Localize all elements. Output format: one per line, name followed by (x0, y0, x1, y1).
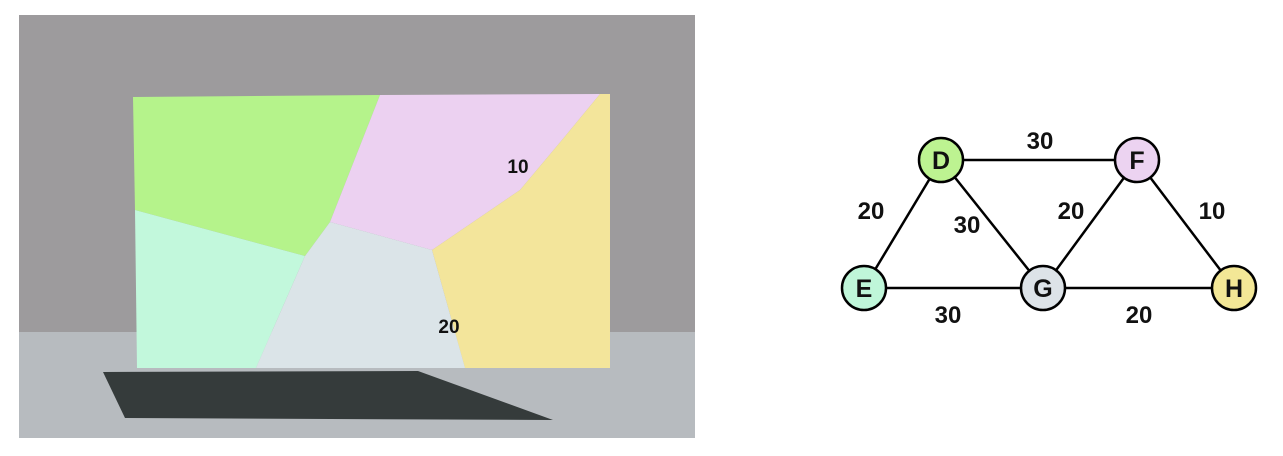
projection-scene: 10 20 (19, 15, 695, 438)
node-g: G (1019, 264, 1067, 312)
region-label-10: 10 (507, 157, 528, 178)
region-green (133, 95, 380, 256)
region-pink (330, 94, 600, 250)
node-d: D (917, 136, 965, 184)
region-mint (135, 210, 305, 368)
node-h-label: H (1225, 275, 1243, 303)
edge-f-g (1041, 159, 1139, 289)
edge-f-h (1136, 159, 1235, 289)
node-f-label: F (1129, 147, 1144, 175)
node-g-label: G (1033, 275, 1052, 303)
edge-weight-d-f: 30 (1027, 128, 1054, 155)
edge-weight-f-h: 10 (1199, 198, 1226, 225)
node-g-circle (1019, 264, 1067, 312)
edge-weight-d-e: 20 (858, 198, 885, 225)
node-e-label: E (856, 275, 873, 303)
node-d-circle (917, 136, 965, 184)
node-h-circle (1210, 264, 1258, 312)
node-d-label: D (932, 147, 950, 175)
edge-d-e (862, 159, 943, 289)
projection-screen: 10 20 (133, 94, 610, 368)
node-h: H (1210, 264, 1258, 312)
node-f-circle (1113, 136, 1161, 184)
edge-weight-e-g: 30 (935, 302, 962, 329)
region-light-gray (256, 222, 465, 368)
edge-weight-f-g: 20 (1058, 198, 1085, 225)
node-e-circle (840, 264, 888, 312)
node-f: F (1113, 136, 1161, 184)
edge-weight-d-g: 30 (954, 212, 981, 239)
floor-shadow (103, 371, 553, 420)
region-label-20: 20 (438, 317, 459, 338)
node-e: E (840, 264, 888, 312)
edge-weight-g-h: 20 (1126, 302, 1153, 329)
edge-d-g (940, 159, 1044, 289)
region-yellow (432, 94, 610, 368)
